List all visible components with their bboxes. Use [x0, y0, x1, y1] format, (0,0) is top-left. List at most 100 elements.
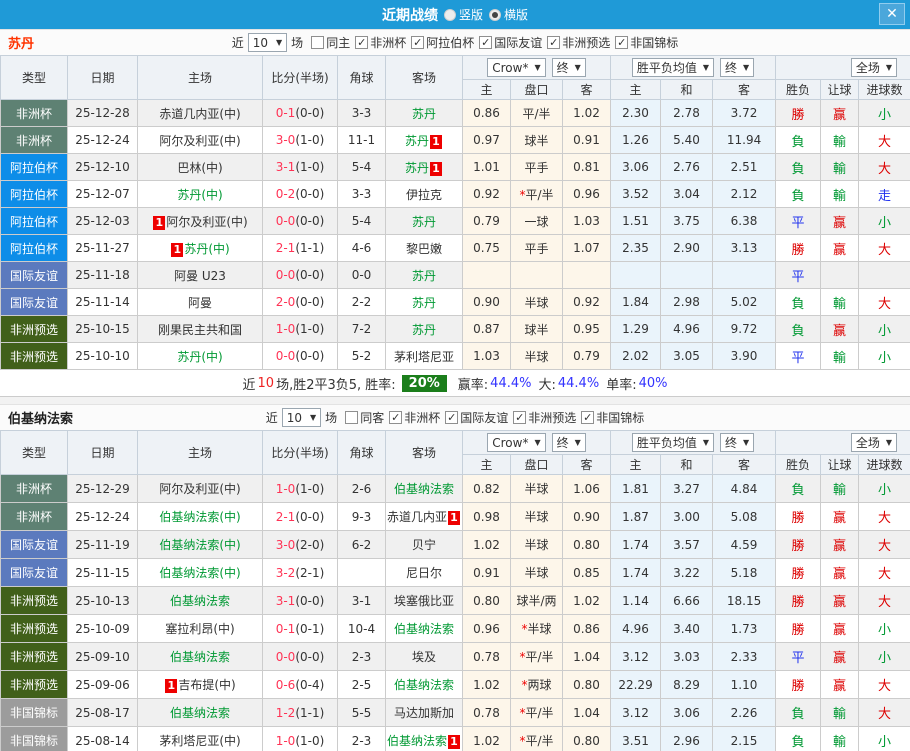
odds-away: 0.81 [561, 153, 612, 181]
home-team-name: 苏丹(中) [177, 349, 223, 364]
radio-icon[interactable] [443, 8, 456, 21]
score: 3-1(0-0) [262, 586, 338, 615]
fulltime-select[interactable]: 全场 ▼ [850, 433, 898, 452]
home-team-name: 阿曼 U23 [174, 268, 226, 283]
avg-away: 5.08 [712, 502, 777, 531]
fulltime-select[interactable]: 全场 ▼ [850, 58, 898, 77]
filter-label: 国际友谊 [460, 411, 509, 425]
away-team-name: 苏丹 [411, 268, 436, 283]
result-goals: 大 [858, 558, 910, 587]
match-row: 阿拉伯杯 25-12-07 苏丹(中) 0-2(0-0) 3-3 伊拉克 0.9… [0, 180, 910, 208]
avg-home: 1.29 [610, 315, 662, 343]
odds-home: 0.79 [462, 207, 511, 235]
competition-filter-checkbox[interactable]: ✓ [513, 411, 527, 424]
sudan-section-header: 苏丹 近 10 ▼ 场 同主 ✓ 非洲杯 ✓ 阿拉伯杯 [0, 29, 910, 55]
avg-draw: 3.27 [660, 474, 714, 503]
away-team: 伯基纳法索 [385, 670, 463, 699]
odds-away: 0.96 [561, 180, 612, 208]
avg-away: 11.94 [712, 126, 777, 154]
handicap: *两球 [510, 670, 563, 699]
avg-home: 2.02 [610, 342, 662, 370]
col-odds-home: 主 [462, 79, 511, 100]
competition-badge: 阿拉伯杯 [0, 207, 68, 235]
avg-home: 1.14 [610, 586, 662, 615]
close-icon[interactable]: ✕ [879, 3, 905, 25]
avg-away: 18.15 [712, 586, 777, 615]
competition-filter-checkbox[interactable]: ✓ [615, 36, 629, 49]
result-wdl: 平 [775, 342, 822, 370]
avg-select[interactable]: 胜平负均值 ▼ [631, 433, 715, 452]
away-team: 苏丹 1 [385, 126, 463, 154]
competition-badge: 阿拉伯杯 [0, 153, 68, 181]
avg-home: 3.52 [610, 180, 662, 208]
result-wdl: 勝 [775, 99, 822, 127]
competition-filter-checkbox[interactable]: ✓ [547, 36, 561, 49]
match-row: 国际友谊 25-11-19 伯基纳法索(中) 3-0(2-0) 6-2 贝宁 1… [0, 530, 910, 559]
avg-stage-select[interactable]: 终 ▼ [720, 433, 755, 452]
radio-icon[interactable] [489, 8, 501, 21]
match-date: 25-10-10 [67, 342, 138, 370]
competition-filter-checkbox[interactable]: ✓ [411, 36, 425, 49]
result-handicap: 赢 [820, 207, 860, 235]
avg-draw [660, 261, 714, 289]
odds-away: 0.80 [561, 670, 612, 699]
corner-score [337, 558, 386, 587]
sudan-match-rows: 非洲杯 25-12-28 赤道几内亚(中) 0-1(0-0) 3-3 苏丹 0.… [0, 99, 910, 370]
result-goals: 小 [858, 207, 910, 235]
home-team-name: 吉布提(中) [178, 678, 236, 692]
result-handicap: 輸 [820, 474, 860, 503]
competition-filter: ✓ 非洲杯 [350, 34, 406, 51]
score: 2-1(0-0) [262, 502, 338, 531]
avg-draw: 3.00 [660, 502, 714, 531]
odds-home: 0.96 [462, 614, 511, 643]
filter-label: 非洲预选 [528, 411, 577, 425]
red-card-badge: 1 [430, 134, 442, 149]
odds-stage-select[interactable]: 终 ▼ [551, 433, 586, 452]
match-date: 25-12-07 [67, 180, 138, 208]
competition-filter-checkbox[interactable]: ✓ [581, 411, 595, 424]
bookmaker-select[interactable]: Crow* ▼ [487, 58, 546, 77]
col-away: 客场 [385, 55, 463, 100]
bookmaker-select[interactable]: Crow* ▼ [487, 433, 546, 452]
result-handicap: 輸 [820, 698, 860, 727]
odds-away: 0.80 [561, 530, 612, 559]
col-score: 比分(半场) [262, 55, 338, 100]
handicap: 平手 [510, 153, 563, 181]
competition-filter-checkbox[interactable]: ✓ [479, 36, 493, 49]
home-team-name: 伯基纳法索(中) [159, 566, 241, 580]
away-team: 苏丹 [385, 261, 463, 289]
match-row: 阿拉伯杯 25-12-03 1 阿尔及利亚(中) 0-0(0-0) 5-4 苏丹 … [0, 207, 910, 235]
same-home-checkbox[interactable] [311, 36, 325, 49]
away-team-name: 苏丹 [411, 106, 436, 121]
layout-option-horizontal[interactable]: 横版 [489, 6, 528, 23]
col-date: 日期 [67, 430, 138, 475]
same-away-checkbox[interactable] [345, 411, 359, 424]
home-team: 茅利塔尼亚(中) [137, 726, 263, 751]
away-team-name: 伯基纳法索 [393, 678, 454, 692]
odds-stage-select[interactable]: 终 ▼ [551, 58, 586, 77]
avg-home: 1.74 [610, 530, 662, 559]
layout-option-vertical[interactable]: 竖版 [443, 6, 483, 23]
red-card-badge: 1 [165, 679, 178, 693]
avg-stage-select[interactable]: 终 ▼ [720, 58, 755, 77]
handicap: 半球 [510, 502, 563, 531]
competition-filter-checkbox[interactable]: ✓ [445, 411, 459, 424]
match-date: 25-11-27 [67, 234, 138, 262]
away-team: 伯基纳法索 1 [385, 726, 463, 751]
handicap: *半球 [510, 614, 563, 643]
competition-badge: 非国锦标 [0, 726, 68, 751]
home-team-name: 巴林(中) [177, 160, 223, 175]
competition-filter-checkbox[interactable]: ✓ [389, 411, 403, 424]
table-header: 类型 日期 主场 比分(半场) 角球 客场 Crow* ▼ 终 ▼ 胜平负均值 ▼ 终… [0, 55, 910, 100]
match-row: 国际友谊 25-11-18 阿曼 U23 0-0(0-0) 0-0 苏丹 平 [0, 261, 910, 289]
odds-home: 0.75 [462, 234, 511, 262]
away-team: 苏丹 [385, 207, 463, 235]
odds-away: 1.03 [561, 207, 612, 235]
recent-count-select[interactable]: 10 ▼ [281, 408, 322, 427]
avg-select[interactable]: 胜平负均值 ▼ [631, 58, 715, 77]
avg-away: 4.84 [712, 474, 777, 503]
recent-count-select[interactable]: 10 ▼ [247, 33, 288, 52]
competition-filter-checkbox[interactable]: ✓ [355, 36, 369, 49]
red-card-badge: 1 [430, 161, 442, 176]
